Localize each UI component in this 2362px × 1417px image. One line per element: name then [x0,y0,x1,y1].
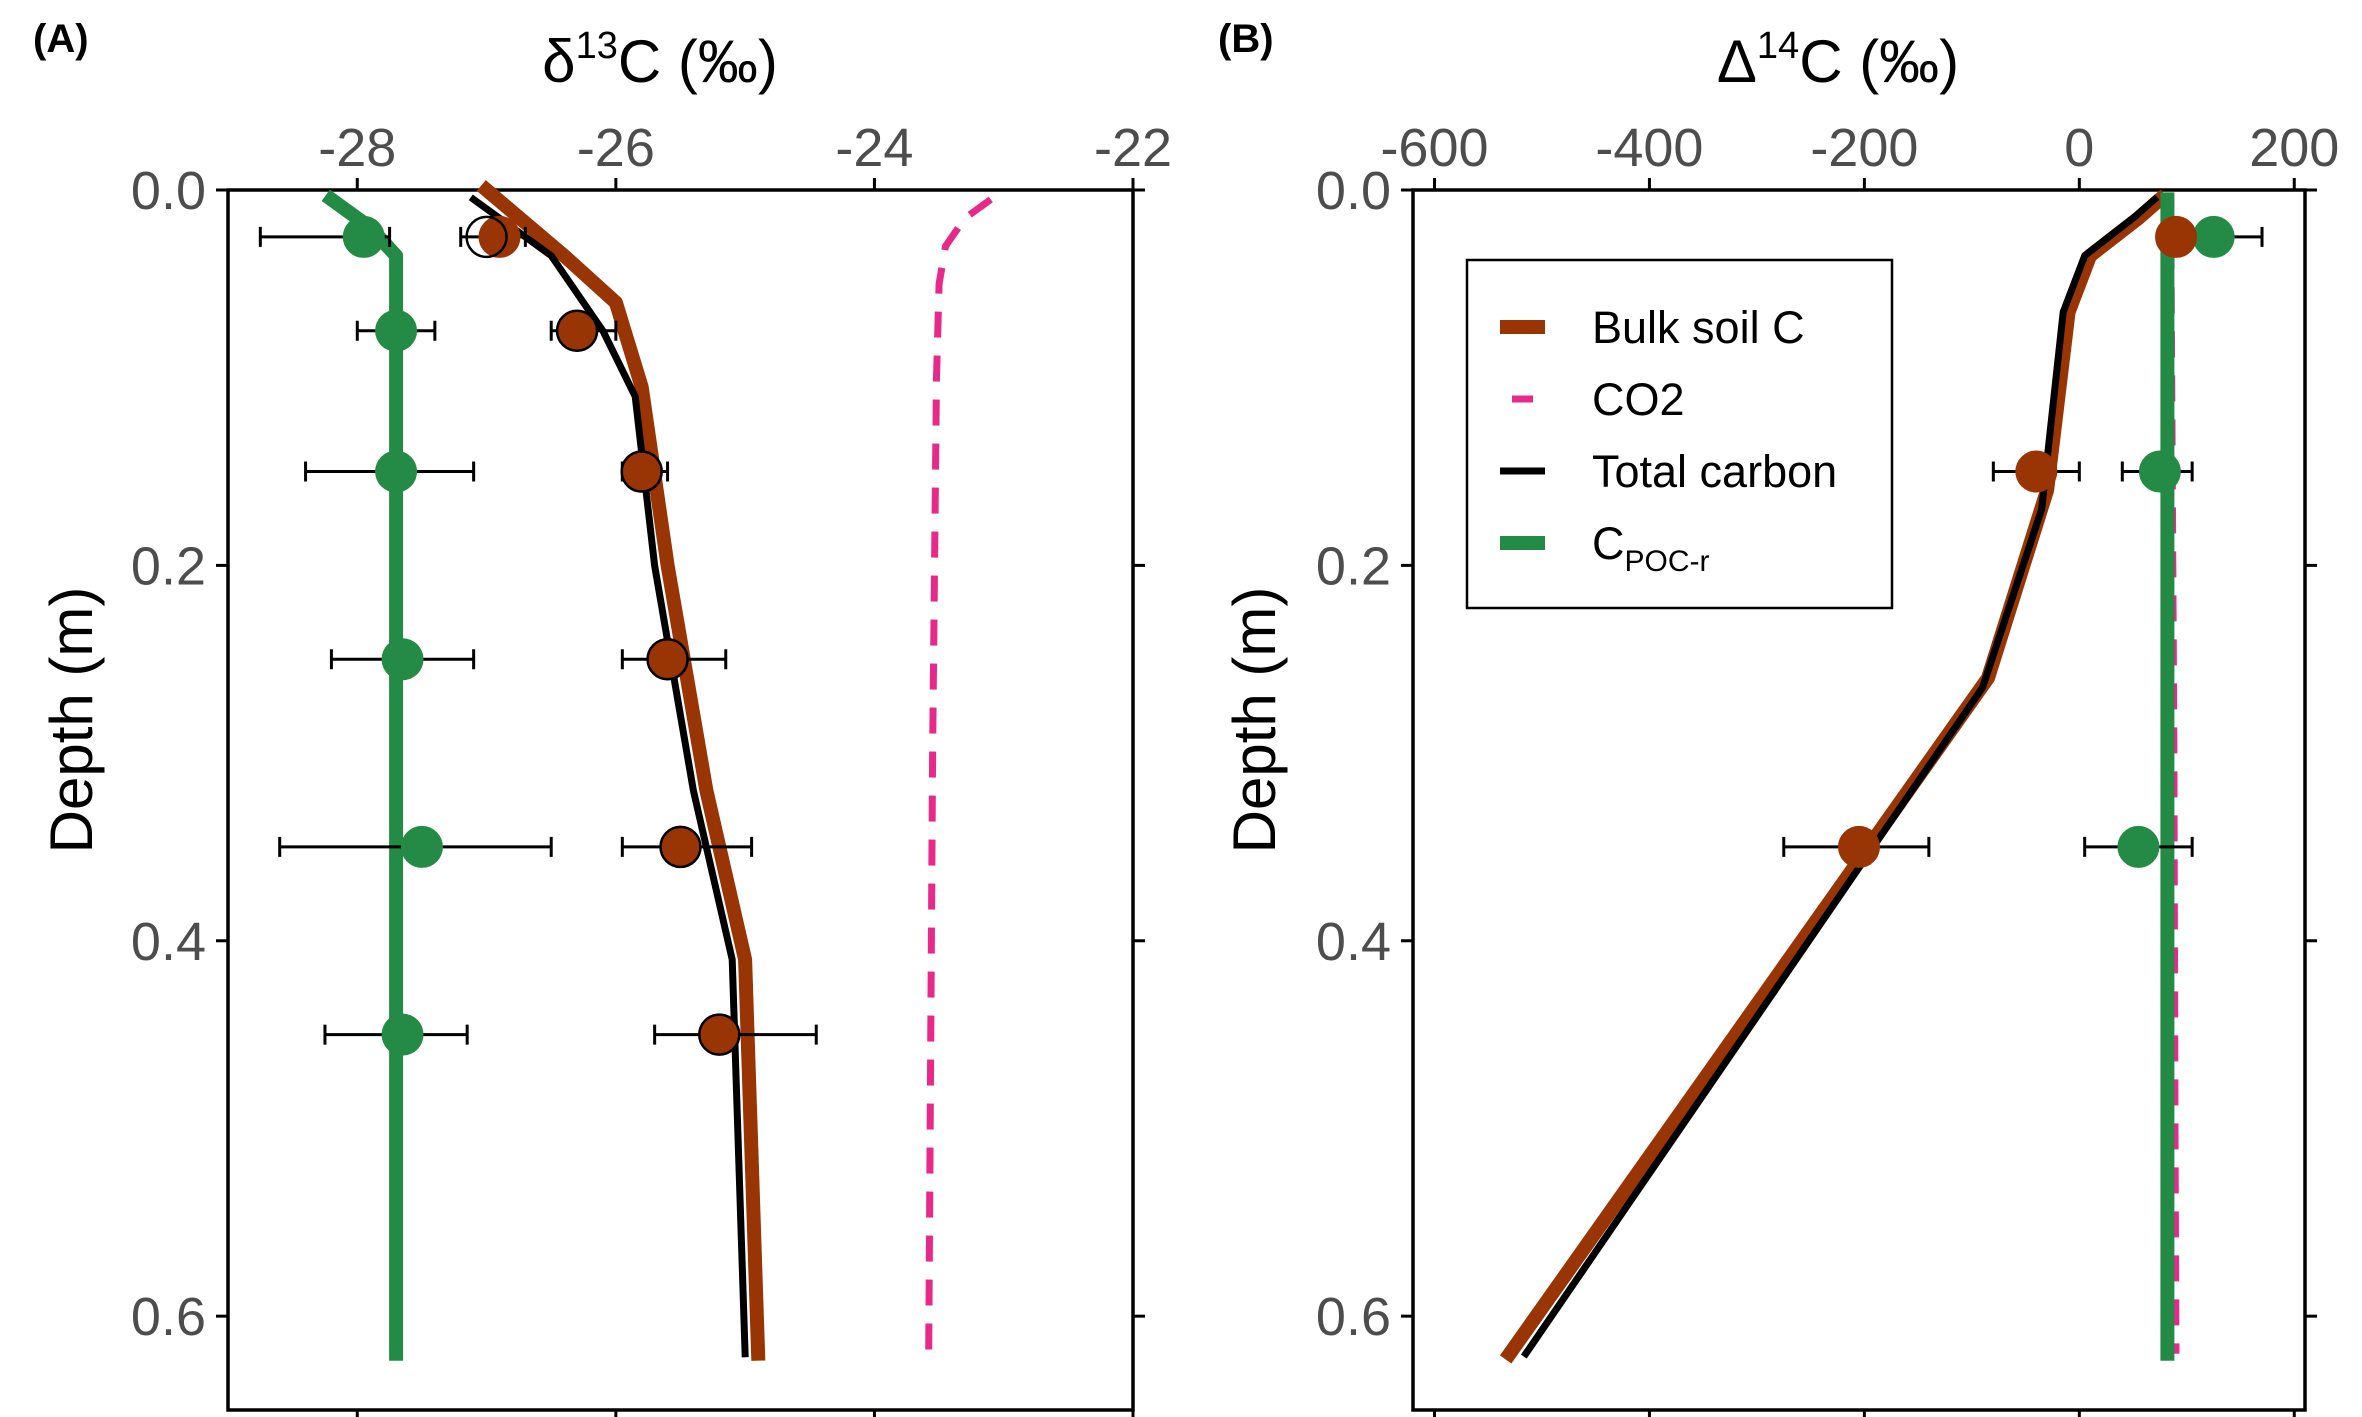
panel-b-y-tick-label: 0.6 [1316,1287,1391,1347]
panel-a-y-tick-label: 0.2 [131,536,206,596]
panel-a-x-tick-label: -28 [318,118,396,178]
panel-a-point-c-poc-r [381,638,424,681]
y-axis-title-a: Depth (m) [38,587,105,854]
panel-a-point-open-total-carbon [698,1013,741,1056]
panel-a-point-c-poc-r [342,215,385,258]
panel-a-y-tick-label: 0.0 [131,161,206,221]
panel-a-point-c-poc-r [381,1013,424,1056]
panel-a-series-line-c-poc-r [321,189,404,1361]
legend-label-bulk: Bulk soil C [1592,302,1805,353]
x-axis-title-b: Δ14C (‰) [1717,25,1959,95]
panel-a-point-bulk-soil-c [698,1013,741,1056]
panel-a-point-c-poc-r [400,825,443,868]
panel-b-y-tick-label: 0.0 [1316,161,1391,221]
panel-a-y-tick-label: 0.4 [131,912,206,972]
legend: Bulk soil C CO2 Total carbon CPOC-r [1465,258,1894,610]
panel-b-x-tick-label: 200 [2249,118,2339,178]
panel-b-x-tick-label: 0 [2064,118,2094,178]
y-axis-title-b: Depth (m) [1221,587,1288,854]
panel-a-y-tick-label: 0.6 [131,1287,206,1347]
panel-b-x-tick-label: -400 [1595,118,1703,178]
legend-label-poc: CPOC-r [1592,518,1710,578]
panel-b-point-c-poc-r [2192,215,2235,258]
panel-label-b: (B) [1218,17,1274,61]
legend-label-total: Total carbon [1592,446,1837,497]
panel-b-frame [1411,188,2307,1412]
panel-a-x-tick-label: -22 [1094,118,1172,178]
panel-a-series-line-co2 [925,196,993,1354]
panel-b-x-tick-label: -200 [1810,118,1918,178]
x-axis-title-a: δ13C (‰) [542,25,778,95]
panel-a-point-bulk-soil-c [478,215,521,258]
panel-a-point-open-total-carbon [465,215,508,259]
panel-a-point-bulk-soil-c [556,309,599,352]
panel-a-point-open-total-carbon [555,309,599,353]
panel-b-point-c-poc-r [2138,450,2181,493]
panel-b-y-tick-label: 0.2 [1316,536,1391,596]
panel-a-x-tick-label: -26 [577,118,655,178]
panel-a-point-bulk-soil-c [620,450,663,493]
panel-b-point-bulk-soil-c [2155,215,2198,258]
panel-a-point-c-poc-r [375,450,418,493]
panel-a-point-open-total-carbon [620,450,663,493]
panel-a-plot: -28 -26 -24 -22 0.0 0.2 0.4 0.6 [131,118,1172,1417]
panel-a-point-open-total-carbon [646,637,689,681]
panel-b-plot: -600 -400 -200 0 200 0.0 0.2 0.4 0.6 [1316,118,2339,1417]
panel-b-point-bulk-soil-c [2015,450,2058,493]
panel-b-x-tick-label: -600 [1380,118,1488,178]
panel-a-point-c-poc-r [375,309,418,352]
panel-a-point-open-total-carbon [659,825,702,869]
panel-b-y-tick-label: 0.4 [1316,912,1391,972]
panel-a-frame [226,188,1135,1412]
legend-label-co2: CO2 [1592,374,1685,425]
panel-b-point-bulk-soil-c [1838,825,1880,868]
panel-b-point-c-poc-r [2117,825,2160,868]
panel-a-point-bulk-soil-c [659,825,702,868]
panel-a-point-bulk-soil-c [646,638,689,681]
panel-label-a: (A) [33,17,89,61]
panel-a-x-tick-label: -24 [835,118,913,178]
panel-b-series-line-total-carbon [1520,194,2160,1359]
